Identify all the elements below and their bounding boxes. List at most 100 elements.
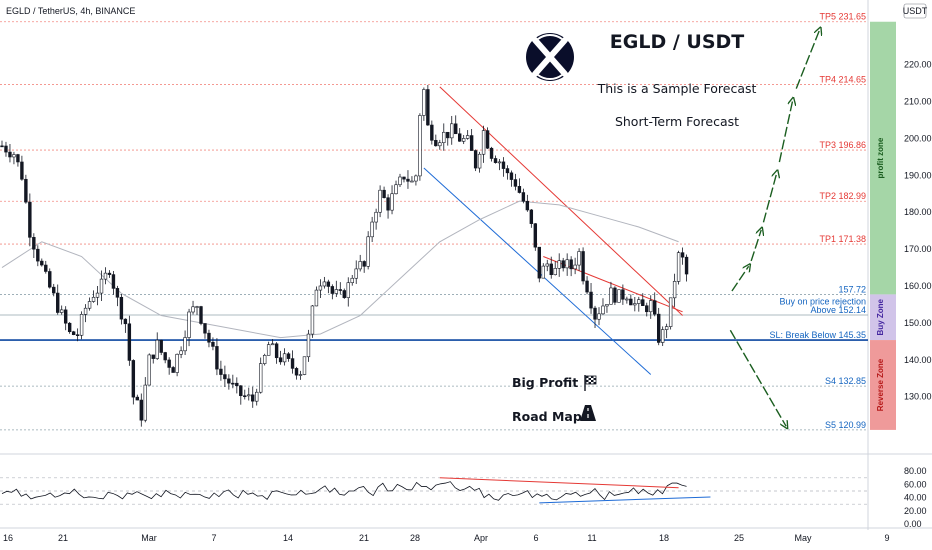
candle-body — [20, 161, 24, 180]
level-label: TP4 214.65 — [819, 74, 866, 84]
forecast-arrow — [778, 100, 792, 163]
price-tick: 190.00 — [904, 170, 932, 180]
price-tick: 170.00 — [904, 244, 932, 254]
candle-body — [601, 305, 605, 315]
time-tick: 9 — [884, 533, 889, 543]
candle-body — [422, 89, 426, 116]
profit-zone-label: profit zone — [876, 137, 885, 178]
candle-body — [434, 140, 438, 147]
candle-body — [231, 382, 235, 385]
candle-body — [573, 264, 577, 270]
candle-body — [589, 291, 593, 309]
candle-body — [505, 168, 510, 174]
candle-body — [593, 307, 597, 320]
forecast-arrows — [729, 30, 819, 426]
candle-body — [489, 147, 494, 159]
candle-body — [227, 378, 231, 384]
buy-zone — [870, 294, 896, 341]
candle-body — [676, 252, 681, 282]
currency-badge[interactable] — [903, 3, 927, 19]
candle-body — [362, 261, 366, 267]
candle-body — [374, 211, 378, 223]
time-tick: 18 — [659, 533, 669, 543]
candle-body — [493, 158, 498, 163]
candle-body — [497, 161, 502, 164]
candle-body — [684, 256, 689, 275]
candle-body — [59, 309, 64, 313]
candle-body — [258, 363, 263, 393]
candle-body — [306, 333, 311, 358]
candle-body — [12, 154, 16, 158]
candle-body — [354, 268, 358, 279]
oscillator-line — [1, 481, 687, 501]
candles — [0, 84, 689, 427]
candle-body — [609, 287, 613, 305]
candle-body — [597, 313, 601, 320]
candle-body — [247, 394, 251, 397]
candle-body — [358, 261, 362, 270]
price-levels: TP5 231.65 TP4 214.65 TP3 196.86 TP2 182.99… — [0, 12, 868, 431]
candle-body — [366, 236, 370, 267]
candle-body — [151, 354, 155, 359]
trendline — [439, 86, 683, 316]
forecast-arrow — [762, 173, 776, 223]
candle-body — [569, 259, 573, 270]
candle-body — [450, 123, 454, 139]
candle-body — [322, 281, 327, 287]
candle-body — [28, 201, 32, 238]
candle-body — [414, 175, 418, 182]
candle-body — [617, 289, 621, 303]
price-tick: 210.00 — [904, 97, 932, 107]
candle-body — [262, 355, 267, 364]
candle-body — [461, 138, 466, 142]
candle-body — [223, 374, 227, 380]
candle-body — [175, 353, 179, 373]
forecast-title: EGLD / USDT — [610, 31, 745, 53]
time-tick: 6 — [533, 533, 538, 543]
candle-body — [195, 306, 199, 308]
candle-body — [127, 323, 132, 361]
candle-body — [469, 135, 474, 151]
candle-body — [653, 300, 657, 315]
candle-body — [545, 263, 549, 267]
time-axis: 16 21 Mar 7 14 21 28 Apr 6 11 18 25 May 9 — [3, 533, 890, 543]
candle-body — [553, 267, 557, 276]
candle-body — [541, 265, 545, 279]
time-tick: 11 — [587, 533, 596, 543]
candle-body — [645, 305, 649, 313]
candle-body — [406, 178, 410, 182]
candle-body — [629, 298, 633, 306]
candle-body — [649, 300, 653, 313]
candle-body — [585, 280, 589, 293]
candle-body — [87, 301, 92, 309]
candle-body — [446, 131, 450, 139]
price-tick: 200.00 — [904, 133, 932, 143]
level-label: SL: Break Below 145.35 — [769, 330, 866, 340]
candle-body — [561, 260, 565, 269]
forecast-arrow — [795, 30, 819, 89]
candle-body — [660, 329, 665, 343]
candle-body — [32, 237, 36, 250]
level-label: Above 152.14 — [810, 305, 866, 315]
candle-body — [83, 307, 88, 315]
price-tick: 180.00 — [904, 207, 932, 217]
reverse-arrow — [729, 329, 786, 426]
candle-body — [44, 264, 48, 272]
candle-body — [442, 131, 446, 144]
candle-body — [430, 124, 434, 141]
candle-body — [79, 314, 84, 336]
symbol-header: EGLD / TetherUS, 4h, BINANCE — [6, 6, 135, 16]
forecast-arrow — [750, 230, 761, 262]
candle-body — [581, 251, 585, 282]
candle-body — [625, 298, 629, 301]
candle-body — [621, 289, 625, 300]
candle-body — [457, 133, 462, 142]
candle-body — [235, 382, 239, 387]
candle-body — [394, 184, 398, 195]
candle-body — [274, 343, 279, 359]
candle-body — [302, 356, 307, 375]
sample-note: This is a Sample Forecast — [597, 81, 757, 96]
price-tick: 140.00 — [904, 355, 932, 365]
candle-body — [135, 396, 140, 401]
